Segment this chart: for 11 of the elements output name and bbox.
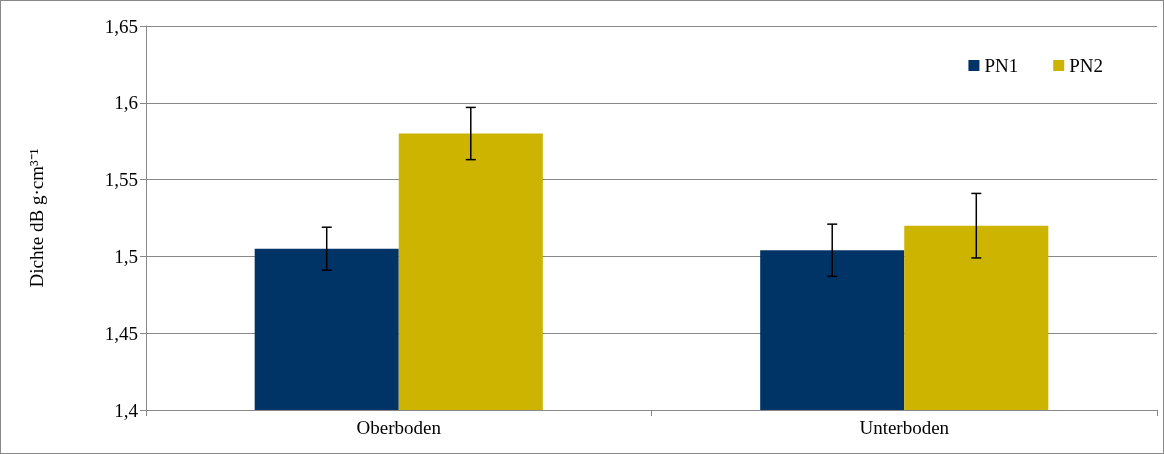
y-tick-label: 1,4: [114, 399, 139, 421]
y-tick-label: 1,45: [104, 322, 138, 344]
x-tick-label: Unterboden: [859, 417, 950, 438]
y-tick-label: 1,55: [104, 169, 138, 191]
legend-label: PN1: [984, 55, 1019, 76]
x-tick-label: Oberboden: [356, 417, 442, 438]
y-axis-title: Dichte dB g·cm³⁻¹: [26, 148, 47, 288]
y-tick-label: 1,5: [114, 245, 138, 267]
y-tick-label: 1,65: [104, 15, 138, 37]
y-tick-label: 1,6: [114, 92, 138, 114]
legend-label: PN2: [1069, 55, 1104, 76]
